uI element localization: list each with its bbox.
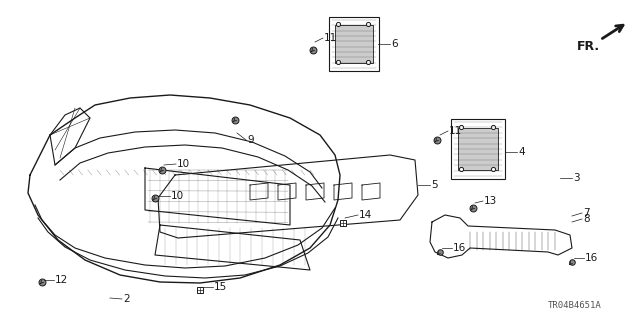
- Text: 4: 4: [518, 147, 525, 157]
- Text: 16: 16: [585, 253, 598, 263]
- Text: 15: 15: [214, 282, 227, 292]
- Text: 10: 10: [177, 159, 190, 169]
- Text: 12: 12: [55, 275, 68, 285]
- Text: 11: 11: [449, 126, 462, 136]
- FancyBboxPatch shape: [458, 128, 498, 170]
- Text: 10: 10: [171, 191, 184, 201]
- Text: 7: 7: [583, 208, 589, 218]
- Text: 9: 9: [247, 135, 253, 145]
- FancyBboxPatch shape: [451, 119, 505, 179]
- FancyBboxPatch shape: [335, 25, 373, 63]
- Text: TR04B4651A: TR04B4651A: [548, 301, 602, 310]
- FancyBboxPatch shape: [329, 17, 379, 71]
- Text: 5: 5: [431, 180, 438, 190]
- Text: 16: 16: [453, 243, 467, 253]
- Text: 11: 11: [324, 33, 337, 43]
- Text: 8: 8: [583, 214, 589, 224]
- Text: 2: 2: [123, 294, 130, 304]
- Text: 3: 3: [573, 173, 580, 183]
- Text: 6: 6: [391, 39, 397, 49]
- Text: FR.: FR.: [577, 40, 600, 53]
- Text: 14: 14: [359, 210, 372, 220]
- Text: 13: 13: [484, 196, 497, 206]
